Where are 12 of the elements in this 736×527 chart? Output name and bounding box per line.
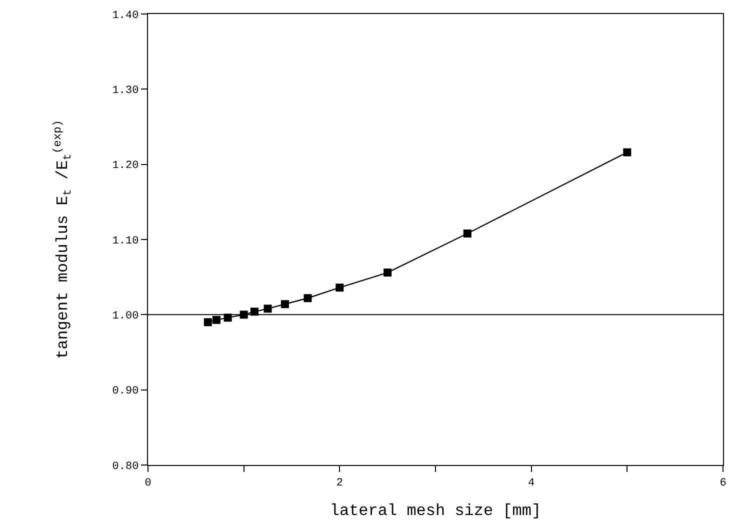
y-tick-label: 1.00	[112, 310, 139, 323]
y-tick-label: 1.40	[112, 10, 139, 22]
x-tick-label: 2	[336, 477, 343, 490]
y-tick-label: 0.80	[112, 460, 139, 473]
x-tick-label: 4	[528, 477, 536, 490]
x-tick-label: 0	[144, 477, 152, 490]
y-tick-label: 1.20	[112, 160, 139, 172]
y-tick-label: 1.30	[112, 85, 139, 98]
y-tick-label: 0.90	[112, 386, 139, 398]
x-tick-label: 6	[720, 477, 726, 490]
x-axis-title: lateral mesh size [mm]	[330, 502, 542, 520]
y-tick-label: 1.10	[112, 235, 139, 248]
